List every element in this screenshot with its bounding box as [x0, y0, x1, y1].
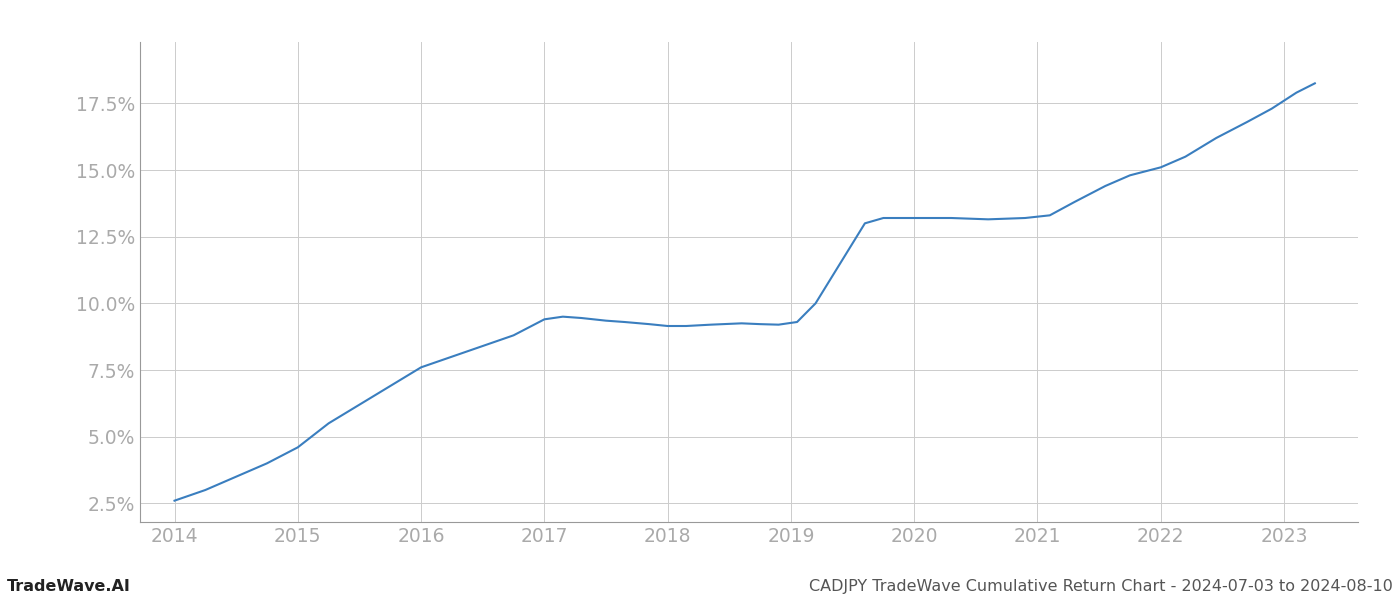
Text: CADJPY TradeWave Cumulative Return Chart - 2024-07-03 to 2024-08-10: CADJPY TradeWave Cumulative Return Chart… [809, 579, 1393, 594]
Text: TradeWave.AI: TradeWave.AI [7, 579, 130, 594]
